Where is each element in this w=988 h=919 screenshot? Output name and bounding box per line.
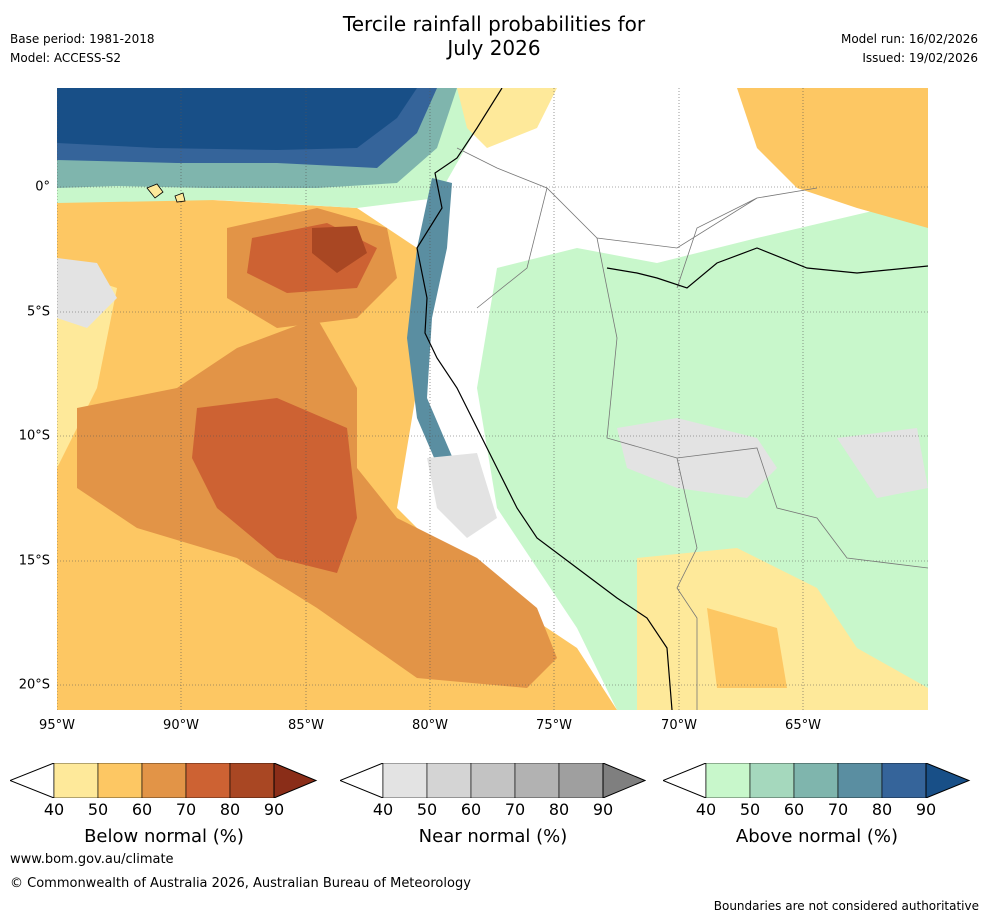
- lon-label-90w: 90°W: [163, 718, 199, 733]
- tick: 70: [827, 800, 849, 819]
- cb-below-50: [97, 763, 143, 798]
- near-normal-patch-3: [427, 453, 497, 538]
- map-grid: [57, 88, 928, 710]
- probability-map: [57, 88, 928, 710]
- tick: 80: [219, 800, 241, 819]
- tick: 40: [372, 800, 394, 819]
- cb-below-80: [229, 763, 275, 798]
- below-normal-north-central: [457, 88, 557, 148]
- amazon-river: [606, 247, 928, 289]
- tick: 50: [416, 800, 438, 819]
- meta-left: Base period: 1981-2018 Model: ACCESS-S2: [10, 30, 155, 68]
- cb-near-min-arrow: [340, 763, 384, 798]
- lat-label-5s: 5°S: [26, 304, 50, 320]
- tick: 60: [131, 800, 153, 819]
- galapagos-islands: [146, 183, 186, 203]
- country-borders: [456, 147, 928, 710]
- lon-label-85w: 85°W: [288, 718, 324, 733]
- model-name: Model: ACCESS-S2: [10, 51, 122, 65]
- colorbar-above-label: Above normal (%): [735, 826, 899, 847]
- cb-above-40: [705, 763, 751, 798]
- title-line-2: July 2026: [447, 36, 541, 60]
- tick: 70: [504, 800, 526, 819]
- above-normal-90-north: [57, 88, 417, 150]
- cb-above-70: [837, 763, 883, 798]
- tick: 80: [548, 800, 570, 819]
- issued-date: Issued: 19/02/2026: [862, 51, 978, 65]
- source-url: www.bom.gov.au/climate: [10, 852, 174, 867]
- cb-below-min-arrow: [10, 763, 55, 798]
- lat-label-10s: 10°S: [18, 428, 50, 444]
- colorbar-below-label: Below normal (%): [84, 826, 244, 847]
- tick: 50: [87, 800, 109, 819]
- lon-label-75w: 75°W: [536, 718, 572, 733]
- cb-above-80: [881, 763, 927, 798]
- cb-below-max-arrow: [273, 763, 318, 798]
- cb-near-70: [514, 763, 560, 798]
- below-normal-south-land: [637, 548, 928, 710]
- copyright-text: © Commonwealth of Australia 2026, Austra…: [10, 876, 471, 891]
- cb-near-80: [558, 763, 604, 798]
- near-normal-patch-1: [617, 418, 777, 498]
- below-normal-northeast: [737, 88, 928, 228]
- cb-above-50: [749, 763, 795, 798]
- lat-label-15s: 15°S: [18, 553, 50, 569]
- colorbar-near: [340, 763, 646, 798]
- lon-label-80w: 80°W: [412, 718, 448, 733]
- lon-label-95w: 95°W: [39, 718, 75, 733]
- colorbar-below: [10, 763, 318, 798]
- map-svg: [57, 88, 928, 710]
- tick: 60: [460, 800, 482, 819]
- cb-near-max-arrow: [602, 763, 646, 798]
- below-normal-80-north: [312, 226, 367, 273]
- cb-above-min-arrow: [663, 763, 707, 798]
- meta-right: Model run: 16/02/2026 Issued: 19/02/2026: [841, 30, 978, 68]
- tick: 70: [175, 800, 197, 819]
- tick: 60: [783, 800, 805, 819]
- base-period: Base period: 1981-2018: [10, 32, 155, 46]
- tick: 50: [739, 800, 761, 819]
- cb-above-60: [793, 763, 839, 798]
- below-normal-south-land-50: [707, 608, 787, 688]
- lat-label-20s: 20°S: [18, 677, 50, 693]
- cb-below-40: [53, 763, 99, 798]
- cb-below-60: [141, 763, 187, 798]
- lon-label-65w: 65°W: [785, 718, 821, 733]
- tick: 90: [263, 800, 285, 819]
- cb-near-40: [382, 763, 428, 798]
- colorbar-above: [663, 763, 971, 798]
- lon-label-70w: 70°W: [661, 718, 697, 733]
- tick: 90: [592, 800, 614, 819]
- near-normal-patch-4: [837, 428, 928, 498]
- cb-near-50: [426, 763, 472, 798]
- above-normal-coastal-strip: [407, 178, 457, 488]
- disclaimer-text: Boundaries are not considered authoritat…: [713, 899, 979, 913]
- title-line-1: Tercile rainfall probabilities for: [342, 12, 646, 36]
- tick: 40: [695, 800, 717, 819]
- map-title: Tercile rainfall probabilities for July …: [0, 12, 988, 60]
- near-normal-patch-2: [57, 258, 117, 328]
- tick: 80: [871, 800, 893, 819]
- coastline: [416, 88, 673, 710]
- tick: 90: [915, 800, 937, 819]
- cb-above-max-arrow: [925, 763, 971, 798]
- colorbar-near-label: Near normal (%): [418, 826, 568, 847]
- cb-below-70: [185, 763, 231, 798]
- model-run: Model run: 16/02/2026: [840, 32, 978, 46]
- tick: 40: [43, 800, 65, 819]
- lat-label-0: 0°: [35, 179, 50, 195]
- cb-near-60: [470, 763, 516, 798]
- below-normal-70-south: [192, 398, 357, 573]
